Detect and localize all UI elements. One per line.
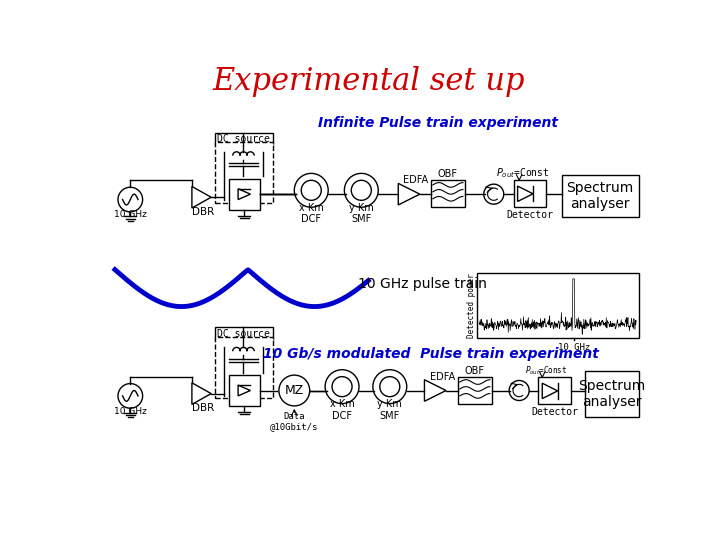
Text: 10 GHz: 10 GHz [558, 343, 590, 352]
Bar [215, 327, 273, 340]
Bar [215, 132, 273, 146]
Text: MZ: MZ [284, 384, 304, 397]
Text: Detector: Detector [506, 210, 554, 220]
Circle shape [279, 375, 310, 406]
Polygon shape [238, 189, 251, 200]
Text: $P_{out}$=Const: $P_{out}$=Const [525, 364, 567, 377]
Text: EDFA: EDFA [430, 372, 455, 382]
Text: OBF: OBF [438, 169, 458, 179]
Text: Detector: Detector [531, 407, 578, 417]
Text: x Km
DCF: x Km DCF [299, 202, 323, 224]
Text: 10 GHz: 10 GHz [114, 407, 147, 416]
Text: DC source: DC source [217, 328, 270, 339]
Bar [514, 180, 546, 207]
Circle shape [509, 381, 529, 401]
Text: Data
@10Gbit/s: Data @10Gbit/s [270, 411, 318, 431]
Text: 10 GHz pulse train: 10 GHz pulse train [359, 277, 487, 291]
Circle shape [484, 184, 504, 204]
Circle shape [301, 180, 321, 200]
Polygon shape [425, 380, 446, 401]
Bar [215, 336, 273, 398]
Bar [229, 375, 260, 406]
Text: x Km
DCF: x Km DCF [330, 399, 354, 421]
Text: y Km
SMF: y Km SMF [349, 202, 374, 224]
Circle shape [325, 370, 359, 403]
Circle shape [118, 187, 143, 212]
Text: Detected power: Detected power [467, 273, 476, 338]
Polygon shape [192, 186, 211, 208]
Text: 10 GHz: 10 GHz [114, 211, 147, 219]
Text: 10 Gb/s modulated  Pulse train experiment: 10 Gb/s modulated Pulse train experiment [263, 347, 598, 361]
Text: Infinite Pulse train experiment: Infinite Pulse train experiment [318, 116, 558, 130]
Circle shape [379, 377, 400, 397]
Text: Experimental set up: Experimental set up [212, 66, 526, 97]
Text: DBR: DBR [192, 403, 215, 413]
Text: $P_{out}$=Const: $P_{out}$=Const [496, 166, 550, 179]
Polygon shape [518, 186, 533, 201]
Bar [477, 273, 639, 338]
Polygon shape [542, 383, 558, 399]
Polygon shape [238, 385, 251, 396]
Text: EDFA: EDFA [402, 176, 428, 185]
Text: y Km
SMF: y Km SMF [377, 399, 402, 421]
Bar [457, 377, 492, 404]
Text: DBR: DBR [192, 207, 215, 217]
Text: OBF: OBF [465, 366, 485, 376]
Circle shape [118, 383, 143, 408]
Bar [539, 377, 571, 404]
Circle shape [332, 377, 352, 397]
Text: Spectrum
analyser: Spectrum analyser [578, 379, 645, 409]
Circle shape [351, 180, 372, 200]
Bar [431, 180, 465, 207]
Polygon shape [192, 383, 211, 404]
Text: DC source: DC source [217, 134, 270, 145]
Circle shape [373, 370, 407, 403]
Bar [585, 372, 639, 417]
Bar [229, 179, 260, 210]
Polygon shape [398, 184, 420, 205]
Circle shape [344, 173, 378, 207]
Text: Spectrum
analyser: Spectrum analyser [567, 181, 634, 211]
Bar [215, 142, 273, 204]
Bar [562, 175, 639, 217]
Circle shape [294, 173, 328, 207]
